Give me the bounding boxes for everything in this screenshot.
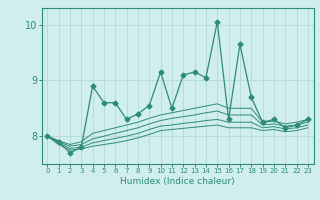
X-axis label: Humidex (Indice chaleur): Humidex (Indice chaleur) <box>120 177 235 186</box>
